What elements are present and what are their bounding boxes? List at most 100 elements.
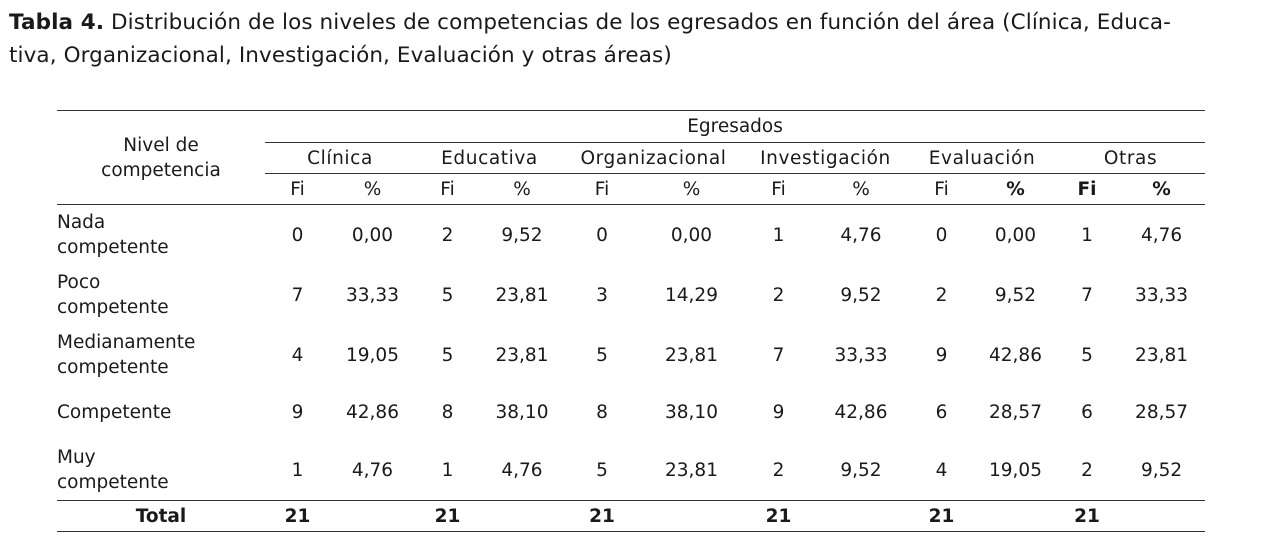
pct-cell: 4,76 bbox=[1140, 224, 1183, 246]
table-row: Medianamente competente 4 19,05 5 23,81 5 23,81… bbox=[57, 325, 1205, 385]
level-label: Competente bbox=[57, 385, 265, 440]
total-value: 21 bbox=[434, 505, 461, 527]
fi-cell: 4 bbox=[291, 344, 304, 366]
table-caption: Tabla 4. Distribución de los niveles de … bbox=[9, 6, 1254, 72]
total-value: 21 bbox=[589, 505, 615, 527]
level-label: Poco competente bbox=[57, 265, 265, 325]
pct-header: % bbox=[480, 173, 564, 205]
fi-cell: 2 bbox=[772, 284, 785, 306]
pct-cell: 38,10 bbox=[665, 402, 718, 423]
pct-cell: 33,33 bbox=[834, 344, 888, 366]
fi-cell: 7 bbox=[1081, 284, 1093, 306]
pct-cell: 42,86 bbox=[834, 402, 888, 423]
level-header-line2: competencia bbox=[101, 159, 221, 181]
pct-cell: 0,00 bbox=[994, 224, 1037, 246]
header-row-group: Nivel de competencia Egresados bbox=[57, 110, 1206, 205]
fi-header: Fi bbox=[265, 173, 330, 205]
level-label-line2: competente bbox=[57, 357, 169, 378]
area-header: Clínica bbox=[265, 142, 415, 174]
pct-cell: 42,86 bbox=[989, 344, 1042, 366]
pct-cell: 28,57 bbox=[989, 402, 1042, 423]
group-header: Egresados bbox=[265, 110, 1206, 143]
level-label-line1: Nada bbox=[57, 212, 106, 233]
pct-header: % bbox=[814, 173, 908, 205]
fi-cell: 5 bbox=[1081, 344, 1093, 366]
fi-cell: 2 bbox=[935, 284, 948, 306]
level-label: Nada competente bbox=[57, 205, 265, 266]
total-value: 21 bbox=[928, 505, 955, 527]
fi-header: Fi bbox=[564, 173, 640, 205]
pct-cell: 23,81 bbox=[665, 459, 718, 481]
total-value: 21 bbox=[284, 505, 311, 527]
area-header: Otras bbox=[1056, 142, 1206, 174]
level-header-line1: Nivel de bbox=[123, 134, 199, 156]
caption-text-line2: tiva, Organizacional, Investigación, Eva… bbox=[9, 43, 672, 68]
level-label-line2: competente bbox=[57, 297, 169, 318]
level-label-line1: Poco bbox=[57, 272, 101, 293]
pct-cell: 28,57 bbox=[1135, 402, 1189, 423]
fi-cell: 5 bbox=[441, 344, 454, 366]
area-header: Evaluación bbox=[908, 142, 1056, 174]
table-row: Poco competente 7 33,33 5 23,81 3 14,29 2 9,52 2 9,… bbox=[57, 265, 1205, 325]
table-row: Competente 9 42,86 8 38,10 8 38,10 9 42,86 6 28,57… bbox=[57, 385, 1205, 440]
area-header: Organizacional bbox=[564, 142, 743, 174]
level-label: Medianamente competente bbox=[57, 325, 265, 385]
fi-cell: 2 bbox=[1081, 459, 1093, 481]
pct-cell: 9,52 bbox=[994, 284, 1037, 306]
fi-cell: 6 bbox=[935, 402, 948, 423]
fi-cell: 7 bbox=[772, 344, 785, 366]
table-row: Nada competente 0 0,00 2 9,52 0 0,00 1 4,76 0 0,00 1… bbox=[57, 205, 1205, 266]
fi-cell: 9 bbox=[291, 402, 304, 423]
table-row: Muy competente 1 4,76 1 4,76 5 23,81 2 9,52 4 19,05… bbox=[57, 440, 1205, 501]
fi-cell: 1 bbox=[772, 224, 785, 246]
fi-header: Fi bbox=[415, 173, 480, 205]
total-row: Total 21 21 21 21 21 21 bbox=[57, 500, 1206, 532]
header-row-sub: Fi % Fi % Fi % Fi % Fi % Fi % bbox=[57, 173, 1206, 205]
pct-cell: 19,05 bbox=[989, 459, 1042, 481]
fi-cell: 9 bbox=[935, 344, 948, 366]
pct-cell: 9,52 bbox=[1140, 459, 1183, 481]
pct-cell: 14,29 bbox=[665, 284, 718, 306]
fi-header: Fi bbox=[1056, 173, 1118, 205]
fi-header: Fi bbox=[908, 173, 975, 205]
fi-cell: 5 bbox=[596, 459, 608, 481]
pct-cell: 0,00 bbox=[670, 224, 713, 246]
pct-cell: 4,76 bbox=[351, 459, 394, 481]
fi-cell: 5 bbox=[441, 284, 454, 306]
pct-cell: 23,81 bbox=[665, 344, 718, 366]
header-row-areas: Clínica Educativa Organizacional Investi… bbox=[57, 142, 1206, 174]
pct-cell: 19,05 bbox=[346, 344, 399, 366]
pct-cell: 9,52 bbox=[840, 459, 882, 481]
pct-cell: 33,33 bbox=[1135, 284, 1189, 306]
fi-cell: 2 bbox=[772, 459, 785, 481]
fi-cell: 8 bbox=[441, 402, 454, 423]
pct-cell: 38,10 bbox=[495, 402, 549, 423]
pct-cell: 42,86 bbox=[346, 402, 399, 423]
level-label-line1: Competente bbox=[57, 402, 172, 423]
pct-header: % bbox=[330, 173, 415, 205]
fi-cell: 6 bbox=[1081, 402, 1093, 423]
fi-cell: 0 bbox=[935, 224, 948, 246]
pct-cell: 33,33 bbox=[346, 284, 399, 306]
fi-cell: 0 bbox=[291, 224, 304, 246]
pct-header: % bbox=[640, 173, 743, 205]
fi-cell: 9 bbox=[772, 402, 785, 423]
pct-header: % bbox=[975, 173, 1056, 205]
pct-header: % bbox=[1118, 173, 1206, 205]
total-value: 21 bbox=[1074, 505, 1100, 527]
level-header: Nivel de competencia bbox=[57, 110, 265, 205]
level-label-line1: Medianamente bbox=[57, 332, 196, 353]
caption-label: Tabla 4. bbox=[9, 10, 105, 35]
level-label-line2: competente bbox=[57, 472, 169, 493]
fi-cell: 1 bbox=[291, 459, 304, 481]
fi-cell: 1 bbox=[441, 459, 454, 481]
pct-cell: 9,52 bbox=[840, 284, 882, 306]
level-label: Muy competente bbox=[57, 440, 265, 501]
fi-cell: 2 bbox=[441, 224, 454, 246]
fi-cell: 3 bbox=[596, 284, 608, 306]
fi-cell: 5 bbox=[596, 344, 608, 366]
pct-cell: 0,00 bbox=[351, 224, 394, 246]
fi-header: Fi bbox=[743, 173, 814, 205]
pct-cell: 23,81 bbox=[495, 284, 549, 306]
area-header: Educativa bbox=[415, 142, 564, 174]
